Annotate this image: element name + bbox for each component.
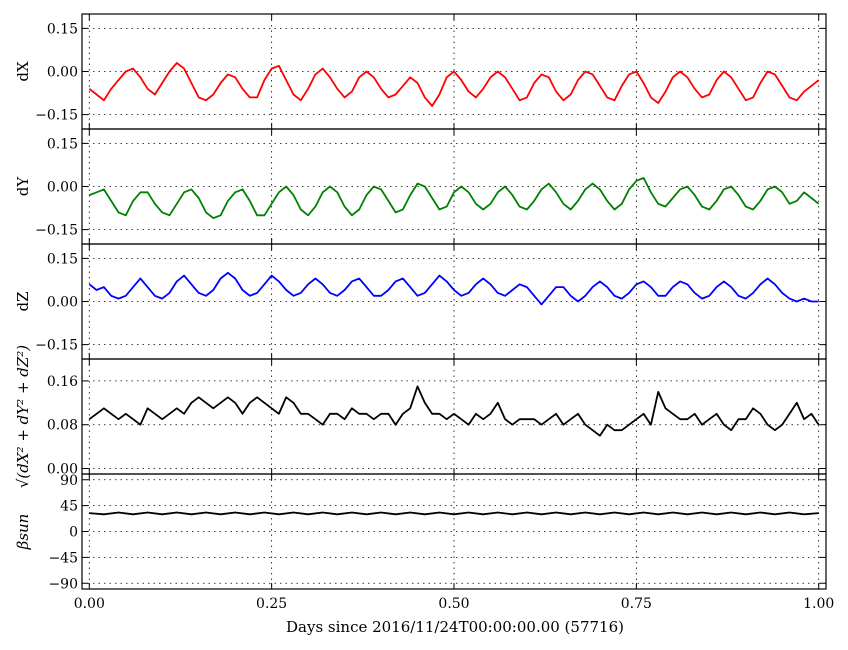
- panel-1-ytick-label-2: 0.15: [47, 21, 78, 37]
- panel-4-ytick-label-2: 0.16: [47, 374, 78, 390]
- panel-4-y-axis-label: √(dX² + dY² + dZ²): [14, 345, 32, 488]
- panel-3-ytick-label-0: −0.15: [35, 338, 78, 354]
- panel-1: −0.15 0.00 0.15 dX: [14, 13, 827, 130]
- panel-4-ytick-label-1: 0.08: [47, 418, 78, 434]
- panel-4-series-line: [88, 385, 820, 437]
- panel-5: −90 −45 0 45 90 βsun: [14, 473, 827, 592]
- panel-4: 0.00 0.08 0.16 √(dX² + dY² + dZ²): [14, 345, 827, 488]
- panel-2-ytick-label-2: 0.15: [47, 136, 78, 152]
- panel-5-series-line: [89, 511, 819, 516]
- x-tick-label-2: 0.50: [438, 596, 469, 612]
- x-tick-label-0: 0.00: [74, 596, 105, 612]
- panel-3-ytick-label-2: 0.15: [47, 251, 78, 267]
- panel-3-y-axis-label: dZ: [14, 291, 32, 311]
- panel-1-ytick-label-1: 0.00: [47, 65, 78, 81]
- x-axis-label: Days since 2016/11/24T00:00:00.00 (57716…: [286, 618, 624, 636]
- panel-2-series-line: [88, 177, 820, 219]
- chart-panels: −0.150.000.15dX−0.150.000.15dY−0.150.000…: [14, 13, 835, 612]
- panel-2-ytick-label-1: 0.00: [47, 180, 78, 196]
- panel-2-ytick-label-0: −0.15: [35, 223, 78, 239]
- panel-3-ytick-label-1: 0.00: [47, 295, 78, 311]
- panel-5-ytick-label-0: −90: [48, 576, 78, 592]
- x-tick-label-3: 0.75: [621, 596, 652, 612]
- x-tick-labels: 0.00 0.25 0.50 0.75 1.00: [74, 596, 835, 612]
- panel-5-y-axis-label: βsun: [14, 514, 32, 551]
- x-tick-label-1: 0.25: [256, 596, 287, 612]
- panel-5-ytick-label-3: 45: [60, 499, 78, 515]
- panel-1-series-line: [88, 62, 820, 107]
- panel-3: −0.15 0.00 0.15 dZ: [14, 243, 827, 360]
- x-tick-label-4: 1.00: [803, 596, 834, 612]
- panel-2: −0.15 0.00 0.15 dY: [14, 128, 827, 245]
- panel-5-ytick-label-1: −45: [48, 550, 78, 566]
- panel-3-series-line: [88, 271, 819, 306]
- panel-5-ytick-label-4: 90: [60, 473, 78, 489]
- panel-1-ytick-label-0: −0.15: [35, 108, 78, 124]
- panel-5-ytick-label-2: 0: [69, 525, 78, 541]
- panel-4-ytick-label-0: 0.00: [47, 462, 78, 478]
- panel-2-y-axis-label: dY: [14, 176, 32, 197]
- panel-1-y-axis-label: dX: [14, 61, 32, 82]
